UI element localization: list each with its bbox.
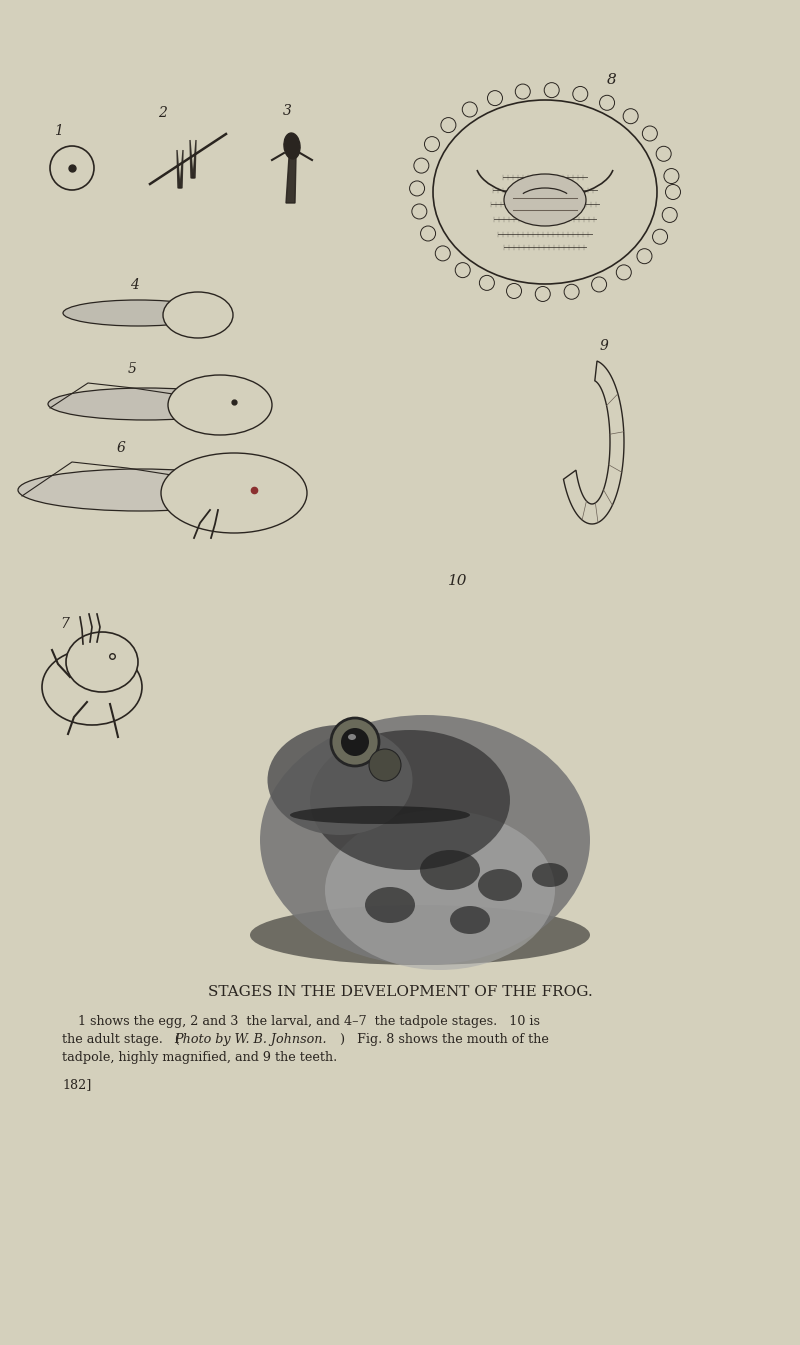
Circle shape	[535, 286, 550, 301]
Text: 1 shows the egg, 2 and 3  the larval, and 4–7  the tadpole stages.   10 is: 1 shows the egg, 2 and 3 the larval, and…	[62, 1015, 540, 1028]
Text: 2: 2	[158, 106, 167, 120]
Ellipse shape	[63, 300, 213, 325]
Circle shape	[642, 126, 658, 141]
Text: 9: 9	[600, 339, 609, 352]
Ellipse shape	[478, 869, 522, 901]
Text: 1: 1	[54, 124, 63, 139]
Polygon shape	[190, 140, 193, 178]
Circle shape	[623, 109, 638, 124]
Text: tadpole, highly magnified, and 9 the teeth.: tadpole, highly magnified, and 9 the tee…	[62, 1050, 338, 1064]
Ellipse shape	[66, 632, 138, 691]
Circle shape	[573, 86, 588, 101]
Circle shape	[331, 718, 379, 767]
Circle shape	[666, 184, 681, 199]
Ellipse shape	[161, 453, 307, 533]
Text: 5: 5	[128, 362, 137, 377]
Ellipse shape	[50, 147, 94, 190]
Circle shape	[637, 249, 652, 264]
Text: 8: 8	[607, 73, 617, 87]
Ellipse shape	[450, 907, 490, 933]
Circle shape	[515, 83, 530, 100]
Ellipse shape	[163, 292, 233, 338]
Circle shape	[506, 284, 522, 299]
Text: Photo by W. B. Johnson.: Photo by W. B. Johnson.	[174, 1033, 326, 1046]
Ellipse shape	[532, 863, 568, 886]
Text: 7: 7	[60, 617, 69, 631]
Text: 6: 6	[117, 441, 126, 455]
Circle shape	[425, 137, 439, 152]
Ellipse shape	[260, 716, 590, 964]
Circle shape	[487, 90, 502, 106]
Circle shape	[591, 277, 606, 292]
Circle shape	[599, 95, 614, 110]
Circle shape	[412, 204, 427, 219]
Circle shape	[664, 168, 679, 183]
Circle shape	[616, 265, 631, 280]
Ellipse shape	[310, 730, 510, 870]
Circle shape	[421, 226, 435, 241]
Circle shape	[656, 147, 671, 161]
Circle shape	[369, 749, 401, 781]
Polygon shape	[563, 360, 624, 525]
Polygon shape	[193, 140, 196, 178]
Text: 4: 4	[130, 278, 139, 292]
Circle shape	[341, 728, 369, 756]
Circle shape	[544, 82, 559, 98]
Ellipse shape	[284, 133, 300, 159]
Text: )   Fig. 8 shows the mouth of the: ) Fig. 8 shows the mouth of the	[340, 1033, 549, 1046]
Ellipse shape	[420, 850, 480, 890]
Circle shape	[564, 284, 579, 300]
Ellipse shape	[267, 725, 413, 835]
Polygon shape	[286, 157, 296, 203]
Circle shape	[653, 229, 667, 245]
Text: STAGES IN THE DEVELOPMENT OF THE FROG.: STAGES IN THE DEVELOPMENT OF THE FROG.	[208, 985, 592, 999]
Ellipse shape	[290, 806, 470, 824]
Ellipse shape	[365, 886, 415, 923]
Ellipse shape	[504, 174, 586, 226]
Circle shape	[455, 262, 470, 277]
Ellipse shape	[48, 387, 244, 420]
Ellipse shape	[42, 650, 142, 725]
Text: 182]: 182]	[62, 1077, 91, 1091]
Ellipse shape	[168, 375, 272, 434]
Ellipse shape	[348, 734, 356, 740]
Text: 3: 3	[283, 104, 292, 118]
Circle shape	[462, 102, 478, 117]
Ellipse shape	[18, 469, 262, 511]
Circle shape	[410, 182, 425, 196]
Text: 10: 10	[448, 574, 467, 588]
Text: the adult stage.   (: the adult stage. (	[62, 1033, 180, 1046]
Circle shape	[662, 207, 678, 222]
Polygon shape	[177, 151, 180, 188]
Ellipse shape	[250, 905, 590, 964]
Ellipse shape	[325, 810, 555, 970]
Polygon shape	[180, 151, 183, 188]
Circle shape	[414, 159, 429, 174]
Ellipse shape	[433, 100, 657, 284]
Circle shape	[435, 246, 450, 261]
Circle shape	[441, 117, 456, 133]
Circle shape	[479, 276, 494, 291]
